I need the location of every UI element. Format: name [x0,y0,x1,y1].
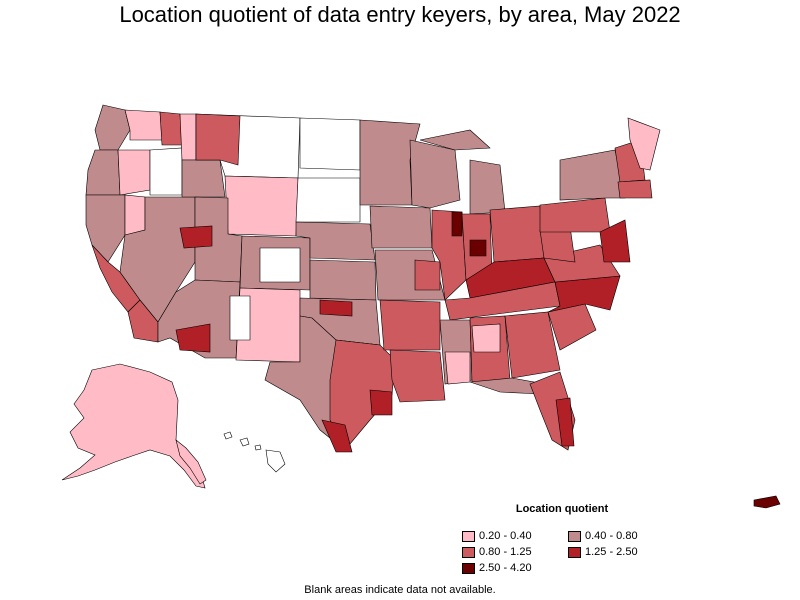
maine-region[interactable] [627,117,661,171]
legend-swatch [462,546,475,558]
legend-label: 2.50 - 4.20 [479,562,532,574]
north-dakota-region[interactable] [299,117,361,171]
michigan-upper-region[interactable] [419,129,491,151]
montana-west-region[interactable] [195,113,241,166]
legend-swatch [462,530,475,542]
puerto-rico-region[interactable] [753,495,781,509]
louisiana-region[interactable] [389,349,446,403]
wisconsin-region[interactable] [409,139,461,209]
massachusetts-region[interactable] [617,179,653,199]
minnesota-region[interactable] [359,119,421,206]
arizona-south-region[interactable] [175,323,211,353]
idaho-south-region[interactable] [181,159,226,198]
legend-label: 0.80 - 1.25 [479,546,532,558]
map-regions [85,104,661,453]
pennsylvania-region[interactable] [539,197,611,233]
illinois-chicago-region[interactable] [451,211,463,237]
washington-central-region[interactable] [124,109,163,141]
indiana-central-region[interactable] [469,239,487,257]
washington-west-region[interactable] [94,104,131,151]
legend-label: 0.40 - 0.80 [585,530,638,542]
new-mexico-west-region[interactable] [229,295,251,341]
new-jersey-maryland-region[interactable] [599,219,631,263]
new-york-region[interactable] [559,149,626,201]
legend-swatch [568,546,581,558]
legend-swatch [568,530,581,542]
wyoming-region[interactable] [224,175,299,237]
legend-item-q1: 0.20 - 0.40 [462,529,568,543]
hawaii-region[interactable] [223,431,286,473]
legend-label: 1.25 - 2.50 [585,546,638,558]
legend-item-q5: 2.50 - 4.20 [462,561,568,575]
california-east-region[interactable] [124,194,146,236]
georgia-region[interactable] [504,311,561,379]
south-dakota-region[interactable] [295,177,361,223]
legend-item-q3: 0.80 - 1.25 [462,545,568,559]
idaho-north-region[interactable] [179,113,197,161]
california-north-region[interactable] [85,194,126,263]
alaska-region[interactable] [61,363,206,489]
south-carolina-region[interactable] [547,303,597,351]
map-title: Location quotient of data entry keyers, … [119,2,681,27]
missouri-east-region[interactable] [414,259,441,291]
michigan-lower-region[interactable] [469,159,506,215]
arkansas-region[interactable] [379,299,441,351]
texas-houston-region[interactable] [369,389,393,416]
legend: Location quotient 0.20 - 0.40 0.40 - 0.8… [462,503,672,575]
legend-title: Location quotient [515,503,609,515]
colorado-front-region[interactable] [259,247,301,283]
oregon-east-region[interactable] [149,147,183,196]
alabama-central-region[interactable] [471,323,501,353]
iowa-region[interactable] [369,205,433,249]
oregon-central-region[interactable] [117,149,151,196]
kansas-region[interactable] [309,259,377,301]
nebraska-region[interactable] [295,221,376,261]
oklahoma-city-region[interactable] [319,299,353,317]
florida-east-region[interactable] [555,397,575,447]
washington-east-region[interactable] [159,111,183,146]
legend-item-q4: 1.25 - 2.50 [568,545,668,559]
mississippi-south-region[interactable] [444,351,471,385]
legend-grid: 0.20 - 0.40 0.40 - 0.80 0.80 - 1.25 1.25… [462,529,672,575]
texas-south-region[interactable] [321,419,353,453]
ohio-region[interactable] [489,205,545,263]
legend-label: 0.20 - 0.40 [479,530,532,542]
legend-swatch [462,562,475,574]
oregon-coast-region[interactable] [85,149,121,196]
legend-item-q2: 0.40 - 0.80 [568,529,668,543]
alaska-southeast-region[interactable] [175,439,207,485]
footnote: Blank areas indicate data not available. [304,584,496,596]
utah-north-region[interactable] [179,225,213,249]
